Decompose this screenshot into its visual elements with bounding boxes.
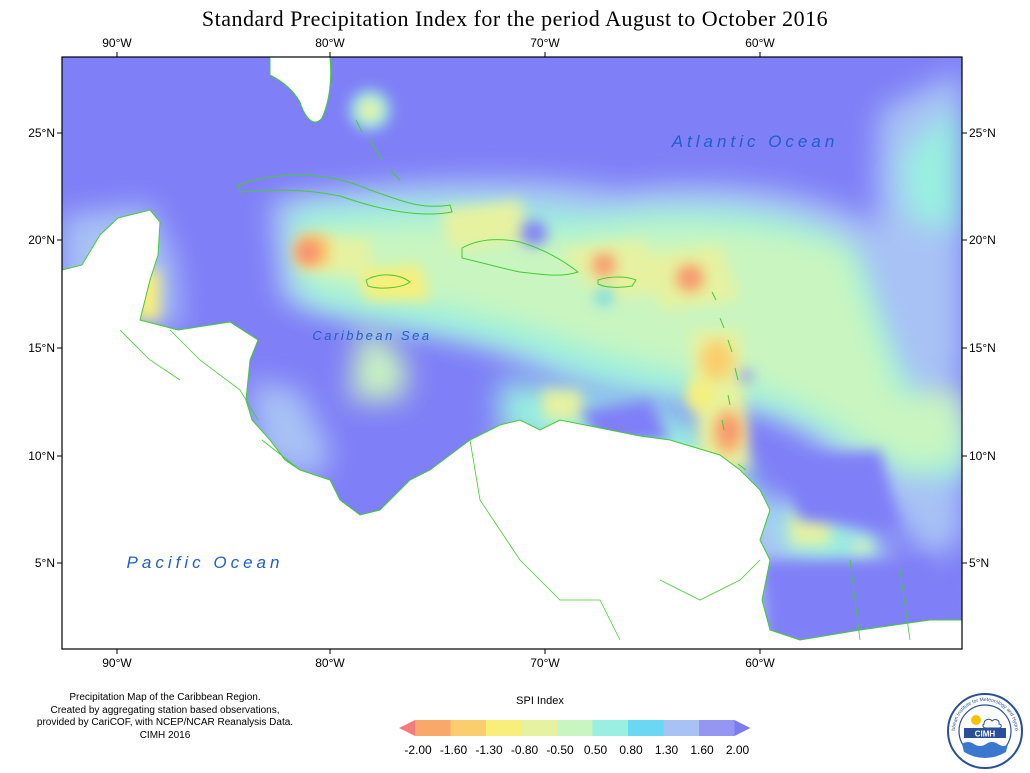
legend-swatch (663, 720, 700, 736)
lat-right-label: 10°N (969, 449, 996, 463)
legend-label: -2.00 (404, 743, 432, 757)
waves-icon (962, 742, 1008, 758)
legend-label: 0.80 (619, 743, 643, 757)
lon-top-label: 80°W (315, 36, 345, 50)
legend-swatch (699, 720, 735, 736)
lon-bottom-label: 60°W (745, 656, 775, 670)
lon-top-label: 60°W (745, 36, 775, 50)
lon-top-label: 90°W (102, 36, 132, 50)
caribbean-sea-label: Caribbean Sea (312, 328, 431, 343)
lat-right-label: 5°N (969, 556, 989, 570)
credit-line: Precipitation Map of the Caribbean Regio… (69, 692, 261, 703)
logo-text: CIMH (975, 730, 996, 739)
longitude-top-labels: 90°W 80°W 70°W 60°W (102, 36, 775, 50)
legend-label: -1.60 (439, 743, 468, 757)
pacific-ocean-label: Pacific Ocean (127, 553, 284, 572)
lat-right-label: 15°N (969, 341, 996, 355)
legend-label: 1.30 (654, 743, 679, 757)
cloud-icon (982, 718, 1002, 729)
legend-label: -0.80 (510, 743, 539, 757)
latitude-left-labels: 25°N 20°N 15°N 10°N 5°N (28, 126, 55, 570)
legend-label: -0.50 (546, 743, 574, 757)
legend-label: 2.00 (725, 743, 750, 757)
legend-swatch (734, 720, 751, 736)
legend-swatch (415, 720, 451, 736)
lon-bottom-label: 70°W (530, 656, 560, 670)
legend-labels: -2.00 -1.60 -1.30 -0.80 -0.50 0.50 0.80 … (398, 743, 778, 759)
credit-line: provided by CariCOF, with NCEP/NCAR Rean… (36, 717, 294, 728)
legend-swatch (557, 720, 593, 736)
spi-legend-bar (399, 720, 751, 736)
legend-swatch (399, 720, 415, 736)
atlantic-ocean-label: Atlantic Ocean (671, 132, 839, 151)
legend-label: -1.30 (475, 743, 503, 757)
legend-swatch (592, 720, 629, 736)
longitude-bottom-labels: 90°W 80°W 70°W 60°W (102, 656, 775, 670)
lat-left-label: 10°N (28, 449, 55, 463)
lon-bottom-label: 80°W (315, 656, 345, 670)
map-title: Standard Precipitation Index for the per… (201, 6, 829, 31)
legend-swatch (521, 720, 558, 736)
lat-left-label: 20°N (28, 233, 55, 247)
sun-icon (971, 715, 981, 725)
legend-label: 1.60 (690, 743, 714, 757)
credit-line: CIMH 2016 (139, 729, 191, 741)
lat-right-label: 20°N (969, 233, 996, 247)
lat-left-label: 25°N (28, 126, 55, 140)
lon-top-label: 70°W (530, 36, 560, 50)
spi-field (62, 57, 962, 649)
credit-line: Created by aggregating station based obs… (50, 704, 280, 716)
lat-right-label: 25°N (969, 126, 996, 140)
legend-swatch (628, 720, 664, 736)
latitude-right-labels: 25°N 20°N 15°N 10°N 5°N (969, 126, 996, 570)
legend-label: 0.50 (583, 743, 608, 757)
lat-left-label: 5°N (35, 556, 55, 570)
legend-swatch (450, 720, 487, 736)
credit-text: Precipitation Map of the Caribbean Regio… (20, 692, 310, 742)
spi-map: 90°W 80°W 70°W 60°W 90°W 80°W 70°W 60°W … (28, 36, 996, 670)
lat-left-label: 15°N (28, 341, 55, 355)
cimh-logo: CIMH Caribbean Institute for Meteorology… (946, 692, 1023, 769)
legend-swatch (486, 720, 522, 736)
legend-title: SPI Index (516, 695, 564, 707)
lon-bottom-label: 90°W (102, 656, 132, 670)
